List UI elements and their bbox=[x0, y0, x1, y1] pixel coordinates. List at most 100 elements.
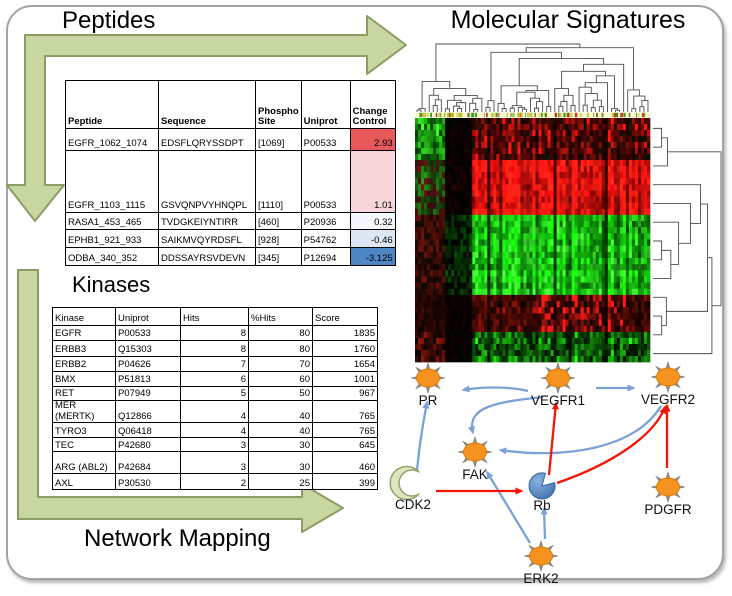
kinases-title: Kinases bbox=[72, 272, 151, 297]
table-cell: ARG (ABL2) bbox=[52, 451, 116, 475]
table-row: BMX P51813 6 60 1001 bbox=[52, 371, 378, 387]
table-cell: 8 bbox=[180, 340, 249, 357]
column-header: Uniprot bbox=[300, 80, 351, 129]
table-cell: [345] bbox=[255, 247, 302, 266]
table-cell: P04626 bbox=[115, 356, 181, 372]
heatmap bbox=[415, 112, 651, 363]
table-cell: ERBB2 bbox=[52, 356, 116, 372]
table-cell: [460] bbox=[255, 212, 302, 230]
table-row: RASA1_453_465 TVDGKEIYNTIRR [460] P20936 0.3… bbox=[65, 212, 396, 230]
table-cell: 1.01 bbox=[349, 150, 396, 213]
table-cell: EDSFLQRYSSDPT bbox=[158, 128, 256, 151]
table-cell: 4 bbox=[180, 399, 249, 424]
column-header: Kinase bbox=[52, 307, 116, 326]
network-node-cdk2-icon bbox=[389, 465, 420, 501]
table-cell: P51813 bbox=[115, 371, 181, 387]
table-cell: -0.46 bbox=[349, 229, 396, 248]
network-edges bbox=[415, 384, 671, 544]
table-cell: P42684 bbox=[115, 451, 181, 475]
network-node-label: Rb bbox=[533, 498, 550, 513]
table-cell: DDSSAYRSVDEVN bbox=[158, 247, 256, 266]
table-cell: [1069] bbox=[255, 128, 302, 151]
network-node-label: PDGFR bbox=[644, 502, 692, 517]
network-node-vegfr1-icon bbox=[540, 361, 576, 395]
network-node-label: CDK2 bbox=[395, 497, 431, 512]
table-cell: 30 bbox=[248, 451, 313, 475]
table-row: TEC P42680 3 30 645 bbox=[52, 437, 378, 453]
table-row: ERBB3 Q15303 8 80 1760 bbox=[52, 340, 378, 357]
table-cell: 967 bbox=[312, 386, 378, 401]
table-cell: [1110] bbox=[255, 150, 302, 213]
table-cell: 7 bbox=[180, 356, 249, 372]
table-cell: 40 bbox=[248, 422, 313, 439]
table-cell: Q06418 bbox=[115, 422, 181, 439]
column-header: %Hits bbox=[248, 307, 313, 326]
table-cell: 3 bbox=[180, 451, 249, 475]
table-cell: MER (MERTK) bbox=[52, 399, 116, 424]
network-node-label: VEGFR1 bbox=[531, 393, 585, 408]
table-cell: EGFR_1103_1115 bbox=[65, 150, 159, 213]
table-cell: P54762 bbox=[300, 229, 351, 248]
workflow-arrows bbox=[6, 15, 407, 533]
table-row: EGFR_1103_1115 GSVQNPVYHNQPL [1110] P00533 1… bbox=[65, 150, 396, 213]
column-header: Uniprot bbox=[115, 307, 181, 326]
table-header-row: Kinase Uniprot Hits %Hits Score bbox=[52, 307, 378, 326]
table-row: EGFR P00533 8 80 1835 bbox=[52, 325, 378, 341]
table-cell: 765 bbox=[312, 422, 378, 439]
network-node-pdgfr-icon bbox=[650, 470, 686, 504]
network-node-label: PR bbox=[419, 393, 438, 408]
edge-cdk2-pr bbox=[415, 400, 430, 472]
table-cell: 6 bbox=[180, 371, 249, 387]
table-row: AXL P30530 2 25 399 bbox=[52, 473, 378, 491]
table-cell: 645 bbox=[312, 437, 378, 453]
flow-arrow-network-icon bbox=[17, 269, 344, 533]
table-cell: 1835 bbox=[312, 325, 378, 341]
table-cell: RET bbox=[52, 386, 116, 401]
table-cell: P42680 bbox=[115, 437, 181, 453]
table-cell: ERBB3 bbox=[52, 340, 116, 357]
table-header-row: Peptide Sequence Phospho Site Uniprot Change… bbox=[65, 80, 396, 129]
edge-erk2-fak bbox=[486, 470, 531, 544]
table-cell: EPHB1_921_933 bbox=[65, 229, 159, 248]
network-node-pr-icon bbox=[410, 361, 446, 395]
edge-vegfr1-pr bbox=[461, 385, 529, 393]
table-cell: TYRO3 bbox=[52, 422, 116, 439]
table-cell: 2.93 bbox=[349, 128, 396, 151]
edge-erk2-rb bbox=[540, 506, 548, 540]
table-cell: RASA1_453_465 bbox=[65, 212, 159, 230]
table-cell: TEC bbox=[52, 437, 116, 453]
table-cell: P07949 bbox=[115, 386, 181, 401]
table-cell: 80 bbox=[248, 340, 313, 357]
table-cell: 50 bbox=[248, 386, 313, 401]
network-node-label: VEGFR2 bbox=[641, 392, 695, 407]
table-cell: P00533 bbox=[115, 325, 181, 341]
edge-rb-vegfr1 bbox=[547, 401, 559, 476]
network-node-rb-icon bbox=[528, 472, 556, 500]
table-cell: AXL bbox=[52, 473, 116, 491]
column-header: Sequence bbox=[158, 80, 256, 129]
table-cell: 1001 bbox=[312, 371, 378, 387]
table-cell: P12694 bbox=[300, 247, 351, 266]
table-cell: 1760 bbox=[312, 340, 378, 357]
network-node-fak-icon bbox=[457, 435, 493, 469]
column-header: Peptide bbox=[65, 80, 159, 129]
table-cell: P00533 bbox=[300, 128, 351, 151]
flow-arrow-peptides-icon bbox=[6, 15, 407, 222]
table-row: ARG (ABL2) P42684 3 30 460 bbox=[52, 451, 378, 475]
table-cell: 80 bbox=[248, 325, 313, 341]
network-mapping-title: Network Mapping bbox=[84, 525, 271, 552]
table-cell: 30 bbox=[248, 437, 313, 453]
table-cell: 460 bbox=[312, 451, 378, 475]
network-node-labels: PR VEGFR1 VEGFR2 FAK Rb CDK2 PDGFR ERK2 bbox=[395, 392, 695, 586]
kinase-table: Kinase Uniprot Hits %Hits Score EGFR P00533 8 80… bbox=[52, 307, 378, 491]
network-node-vegfr2-icon bbox=[650, 360, 686, 394]
table-row: EPHB1_921_933 SAIKMVQYRDSFL [928] P54762 -0.… bbox=[65, 229, 396, 248]
table-cell: 2 bbox=[180, 473, 249, 491]
table-row: EGFR_1062_1074 EDSFLQRYSSDPT [1069] P00533 2… bbox=[65, 128, 396, 151]
table-cell: SAIKMVQYRDSFL bbox=[158, 229, 256, 248]
column-header: Change Control bbox=[349, 80, 396, 129]
network-nodes bbox=[389, 360, 686, 573]
column-header: Hits bbox=[180, 307, 249, 326]
